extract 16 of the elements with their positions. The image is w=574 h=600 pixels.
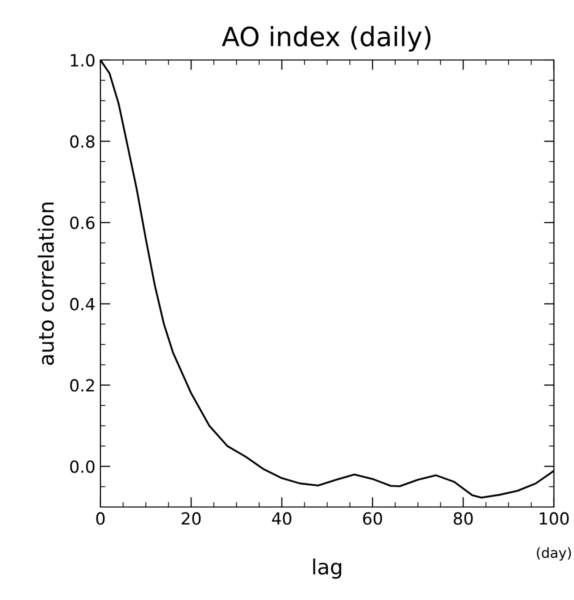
x-tick-label: 100 bbox=[540, 512, 569, 525]
x-tick-label: 20 bbox=[182, 512, 201, 525]
chart-title: AO index (daily) bbox=[222, 26, 430, 52]
y-tick-label: 0.8 bbox=[70, 135, 94, 148]
text: (day) bbox=[536, 547, 571, 561]
x-tick-label: 60 bbox=[363, 512, 382, 525]
y-tick-label: 0.4 bbox=[70, 298, 95, 310]
y-axis-title: auto correlation bbox=[38, 202, 54, 365]
y-tick-label: 1.0 bbox=[70, 54, 94, 67]
x-tick-label: 80 bbox=[454, 512, 473, 525]
y-tick-label: 0.0 bbox=[70, 460, 94, 473]
y-tick-label: 0.6 bbox=[70, 216, 95, 230]
y-tick-label: 0.2 bbox=[70, 379, 94, 392]
x-tick-label: 0 bbox=[96, 512, 105, 525]
x-axis-title: lag bbox=[313, 558, 342, 579]
x-tick-label: 40 bbox=[272, 512, 292, 525]
